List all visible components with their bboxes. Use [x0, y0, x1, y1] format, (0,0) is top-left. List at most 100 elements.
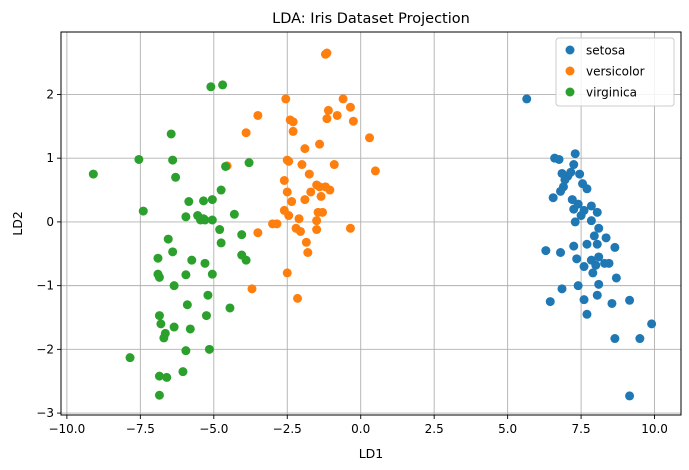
scatter-point-virginica [221, 161, 231, 171]
scatter-point-setosa [610, 242, 620, 252]
x-tick-label: 2.5 [425, 422, 444, 436]
scatter-point-setosa [573, 281, 583, 291]
scatter-point-virginica [237, 230, 247, 240]
scatter-point-setosa [635, 334, 645, 344]
scatter-point-versicolor [300, 144, 310, 154]
scatter-point-virginica [199, 214, 209, 224]
x-tick-label: 0.0 [351, 422, 370, 436]
scatter-point-versicolor [312, 216, 322, 226]
scatter-point-virginica [125, 353, 135, 363]
scatter-point-virginica [169, 322, 179, 332]
scatter-point-versicolor [293, 293, 303, 303]
scatter-point-virginica [187, 255, 197, 265]
scatter-point-setosa [576, 211, 586, 221]
series-versicolor [222, 48, 380, 303]
scatter-point-setosa [582, 239, 592, 249]
scatter-point-setosa [625, 391, 635, 401]
scatter-point-setosa [556, 247, 566, 257]
scatter-point-setosa [556, 186, 566, 196]
scatter-point-virginica [156, 319, 166, 329]
scatter-point-virginica [241, 255, 251, 265]
x-tick-label: 10.0 [641, 422, 668, 436]
scatter-point-virginica [159, 333, 169, 343]
scatter-point-setosa [592, 290, 602, 300]
legend-marker-virginica [565, 87, 575, 97]
scatter-point-versicolor [300, 195, 310, 205]
scatter-point-versicolor [247, 284, 257, 294]
scatter-point-setosa [575, 169, 585, 179]
scatter-point-versicolor [332, 110, 342, 120]
chart-title: LDA: Iris Dataset Projection [272, 11, 470, 27]
scatter-point-setosa [582, 309, 592, 319]
scatter-point-setosa [569, 204, 579, 214]
scatter-point-versicolor [306, 187, 316, 197]
scatter-point-versicolor [348, 116, 358, 126]
scatter-point-setosa [579, 295, 589, 305]
scatter-point-versicolor [345, 102, 355, 112]
series-virginica [88, 80, 254, 400]
scatter-point-setosa [592, 239, 602, 249]
scatter-point-setosa [582, 184, 592, 194]
scatter-point-setosa [572, 254, 582, 264]
scatter-point-virginica [88, 169, 98, 179]
scatter-point-versicolor [282, 187, 292, 197]
scatter-point-virginica [216, 238, 226, 248]
x-tick-label: −10.0 [48, 422, 85, 436]
scatter-point-virginica [215, 225, 225, 235]
scatter-point-setosa [569, 160, 579, 170]
scatter-point-virginica [168, 247, 178, 257]
scatter-point-setosa [588, 268, 598, 278]
scatter-point-setosa [569, 241, 579, 251]
scatter-point-virginica [138, 206, 148, 216]
scatter-point-virginica [166, 129, 176, 139]
scatter-point-virginica [154, 311, 164, 321]
scatter-point-setosa [610, 334, 620, 344]
scatter-point-versicolor [279, 175, 289, 185]
scatter-point-versicolor [284, 211, 294, 221]
scatter-point-versicolor [253, 110, 263, 120]
legend-marker-setosa [565, 45, 575, 55]
scatter-point-versicolor [370, 166, 380, 176]
scatter-point-setosa [594, 223, 604, 233]
scatter-point-setosa [566, 167, 576, 177]
scatter-point-setosa [594, 279, 604, 289]
series-setosa [522, 94, 657, 401]
scatter-point-virginica [153, 253, 163, 263]
scatter-point-versicolor [295, 226, 305, 236]
scatter-point-versicolor [315, 139, 325, 149]
scatter-point-virginica [225, 303, 235, 313]
scatter-point-virginica [178, 367, 188, 377]
scatter-point-versicolor [297, 160, 307, 170]
legend-label-virginica: virginica [586, 86, 637, 100]
scatter-point-versicolor [316, 191, 326, 201]
legend: setosa versicolor virginica [555, 37, 675, 107]
scatter-point-setosa [557, 284, 567, 294]
scatter-point-setosa [594, 252, 604, 262]
x-tick-label: −7.5 [126, 422, 155, 436]
scatter-point-virginica [171, 172, 181, 182]
y-axis-label: LD2 [10, 211, 25, 236]
scatter-point-versicolor [323, 105, 333, 115]
scatter-point-virginica [163, 234, 173, 244]
scatter-point-setosa [625, 295, 635, 305]
scatter-point-virginica [204, 344, 214, 354]
scatter-point-virginica [154, 390, 164, 400]
scatter-point-setosa [601, 233, 611, 243]
scatter-point-setosa [592, 207, 602, 217]
scatter-point-versicolor [322, 114, 332, 124]
scatter-point-setosa [589, 231, 599, 241]
legend-marker-versicolor [565, 66, 575, 76]
scatter-point-setosa [554, 154, 564, 164]
scatter-point-virginica [184, 197, 194, 207]
x-tick-label: −5.0 [199, 422, 228, 436]
legend-label-versicolor: versicolor [586, 65, 645, 79]
scatter-point-setosa [570, 149, 580, 159]
scatter-point-versicolor [241, 128, 251, 138]
scatter-point-virginica [206, 82, 216, 92]
scatter-point-versicolor [325, 185, 335, 195]
y-tick-label: 1 [46, 151, 54, 165]
scatter-point-versicolor [288, 126, 298, 136]
scatter-point-setosa [611, 273, 621, 283]
scatter-point-virginica [244, 158, 254, 168]
x-tick-label: 5.0 [498, 422, 517, 436]
